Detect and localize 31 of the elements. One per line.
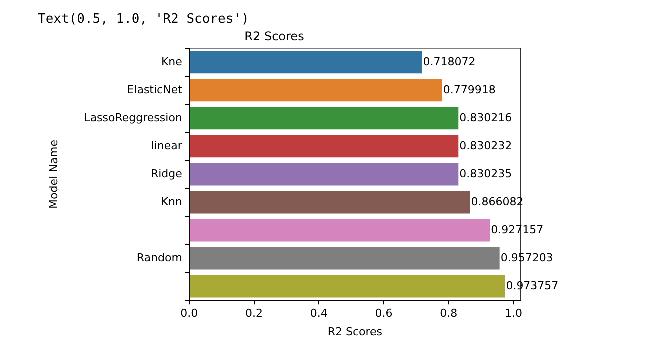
data-label: 0.830232 <box>460 139 512 152</box>
data-label: 0.718072 <box>423 55 476 68</box>
x-tick-label: 0.4 <box>310 307 328 320</box>
bar <box>190 275 506 298</box>
bar <box>190 219 490 242</box>
y-tick-label: Kne <box>161 55 183 68</box>
bar <box>190 163 459 186</box>
y-tick-label: Knn <box>161 195 182 208</box>
bar <box>190 51 422 74</box>
y-axis-title: Model Name <box>47 140 60 209</box>
x-tick-label: 0.2 <box>246 307 264 320</box>
y-tick-label: ElasticNet <box>127 83 184 96</box>
bar <box>190 79 442 102</box>
y-tick-label: Ridge <box>150 167 183 180</box>
x-axis-title: R2 Scores <box>328 325 383 338</box>
chart-title: R2 Scores <box>244 29 304 44</box>
data-label: 0.830216 <box>460 111 512 124</box>
data-label: 0.779918 <box>443 83 496 96</box>
bar <box>190 135 459 158</box>
y-tick-label: Random <box>136 251 182 264</box>
x-tick-label: 1.0 <box>504 307 522 320</box>
bar <box>190 247 500 270</box>
data-label: 0.830235 <box>460 167 512 180</box>
bar <box>190 191 470 214</box>
y-tick-label: linear <box>151 139 183 152</box>
x-tick-label: 0.0 <box>180 307 198 320</box>
x-tick-label: 0.6 <box>375 307 393 320</box>
bar <box>190 107 459 130</box>
text: Text(0.5, 1.0, 'R2 Scores') <box>38 12 250 27</box>
x-tick-label: 0.8 <box>440 307 458 320</box>
y-tick-label: LassoReggression <box>84 111 182 124</box>
